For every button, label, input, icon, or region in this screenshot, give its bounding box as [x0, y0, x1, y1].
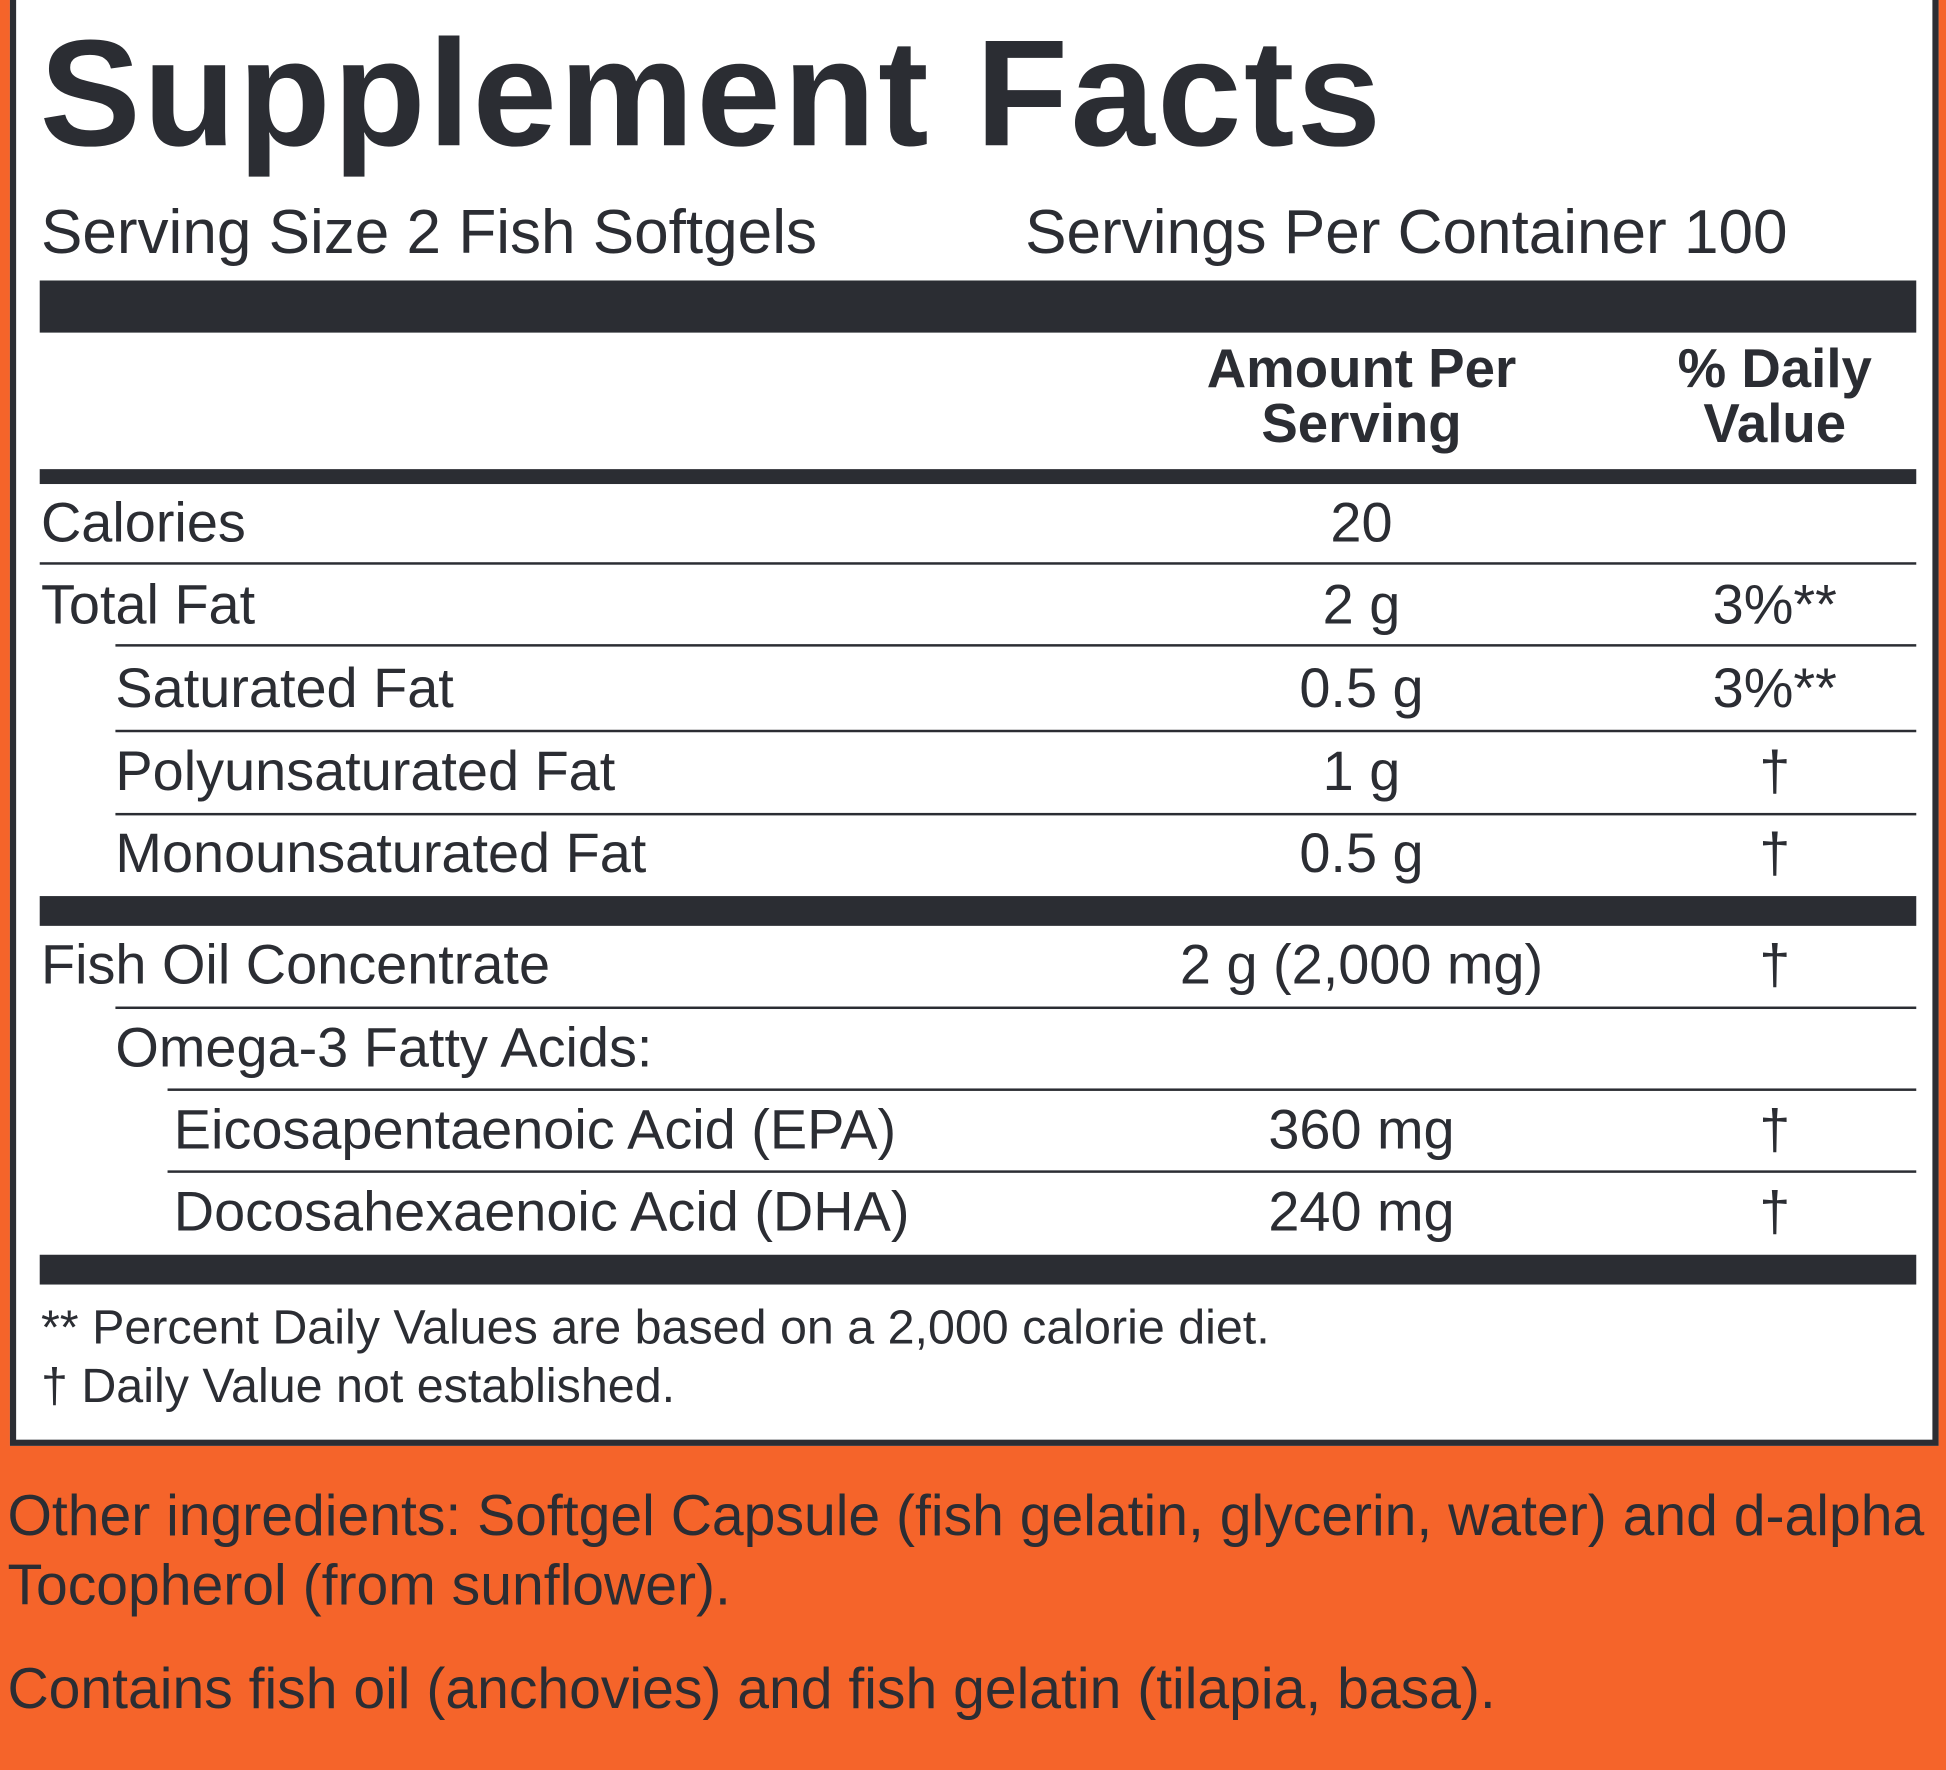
column-header: Amount Per Serving — [1206, 338, 1517, 455]
rule — [167, 1088, 1917, 1091]
row-name: Omega-3 Fatty Acids: — [115, 1015, 653, 1080]
thick-rule — [39, 896, 1917, 926]
allergens: Contains fish oil (anchovies) and fish g… — [7, 1655, 1496, 1721]
row-name: Monounsaturated Fat — [115, 820, 647, 885]
row-name: Eicosapentaenoic Acid (EPA) — [173, 1097, 897, 1162]
row-name: Saturated Fat — [115, 655, 454, 720]
rule — [167, 1170, 1917, 1173]
rule — [115, 644, 1917, 647]
servings-per-container: Servings Per Container 100 — [1025, 197, 1788, 267]
footnote: † Daily Value not established. — [40, 1359, 676, 1413]
other-ingredients: Other ingredients: Softgel Capsule (fish… — [7, 1483, 1925, 1618]
row-dv: † — [1759, 1097, 1791, 1162]
rule — [115, 1006, 1917, 1010]
row-amount: 0.5 g — [1299, 820, 1424, 885]
rule — [115, 812, 1917, 816]
row-name: Fish Oil Concentrate — [40, 932, 551, 996]
row-name: Total Fat — [40, 572, 256, 637]
row-amount: 240 mg — [1268, 1179, 1455, 1243]
row-amount: 360 mg — [1268, 1097, 1455, 1162]
row-dv: † — [1759, 932, 1791, 996]
title: Supplement Facts — [39, 8, 1384, 178]
row-dv: † — [1759, 820, 1791, 885]
footnote: ** Percent Daily Values are based on a 2… — [40, 1301, 1270, 1355]
thick-rule — [39, 280, 1917, 333]
row-amount: 20 — [1330, 490, 1393, 555]
row-dv: 3%** — [1712, 572, 1837, 637]
row-name: Docosahexaenoic Acid (DHA) — [173, 1179, 910, 1243]
row-dv: 3%** — [1712, 655, 1837, 720]
rule — [115, 729, 1917, 733]
row-name: Polyunsaturated Fat — [115, 739, 616, 803]
row-amount: 1 g — [1322, 739, 1401, 803]
row-amount: 2 g (2,000 mg) — [1179, 932, 1544, 996]
serving-size: Serving Size 2 Fish Softgels — [40, 197, 818, 267]
thick-rule — [39, 1254, 1917, 1285]
rule — [39, 562, 1917, 565]
column-header: % Daily Value — [1677, 338, 1872, 455]
thick-rule — [39, 469, 1917, 485]
row-dv: † — [1759, 1179, 1791, 1243]
row-amount: 2 g — [1322, 572, 1401, 637]
row-dv: † — [1759, 739, 1791, 803]
row-amount: 0.5 g — [1299, 655, 1424, 720]
row-name: Calories — [40, 490, 246, 555]
facts-panel — [9, 0, 1939, 1446]
